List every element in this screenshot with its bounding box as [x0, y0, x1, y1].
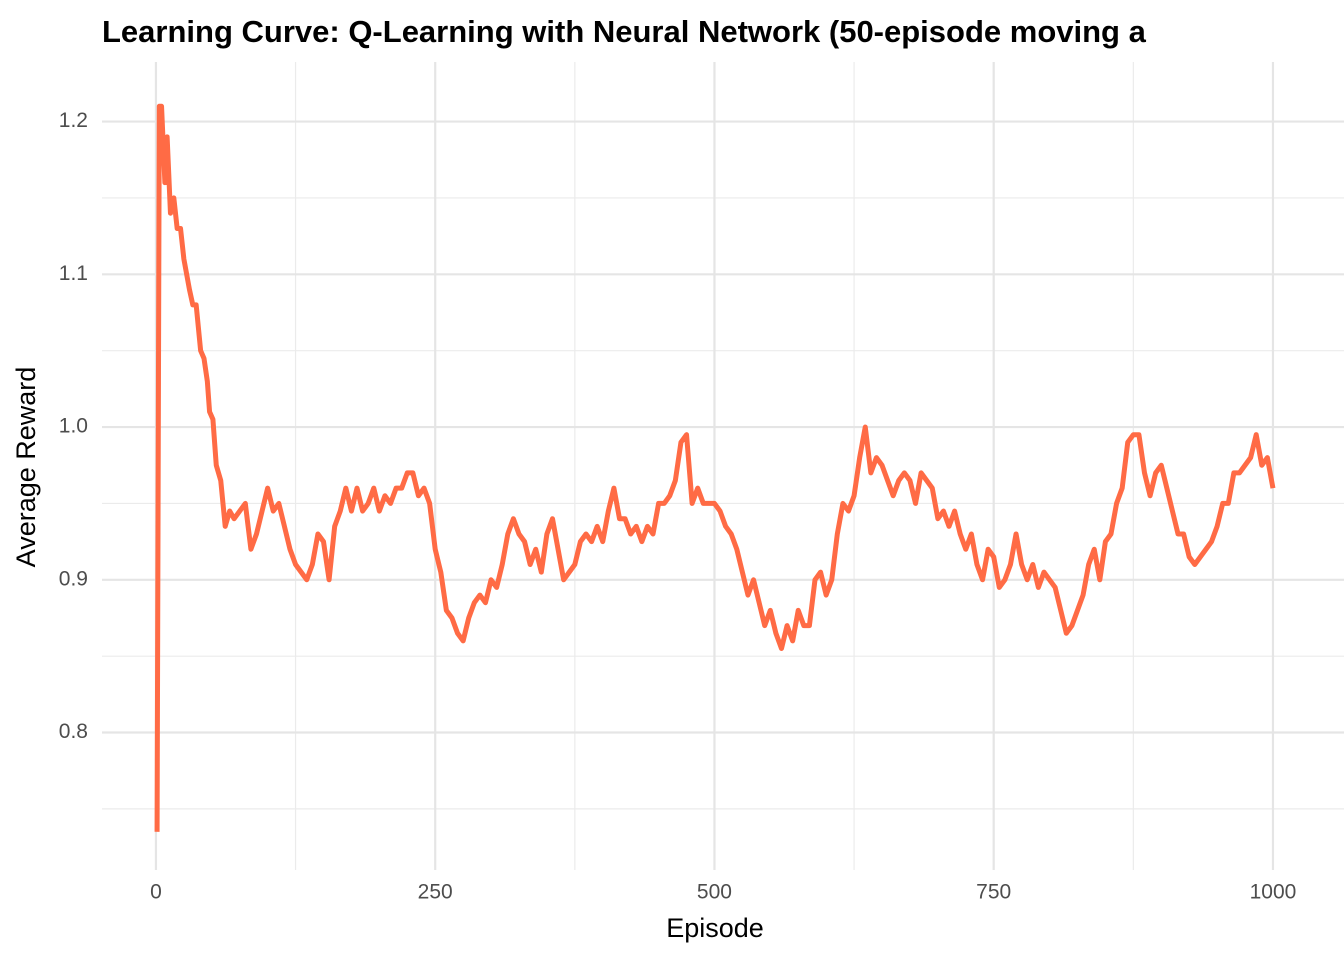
- y-axis-title: Average Reward: [11, 367, 41, 568]
- x-tick-label: 250: [418, 881, 453, 904]
- y-tick-label: 1.0: [59, 415, 88, 438]
- y-tick-label: 0.9: [59, 567, 88, 590]
- x-tick-label: 0: [150, 881, 162, 904]
- y-tick-label: 0.8: [59, 720, 88, 743]
- x-tick-label: 500: [697, 881, 732, 904]
- x-tick-label: 1000: [1250, 881, 1297, 904]
- data-line: [154, 103, 1276, 832]
- grid: [102, 62, 1344, 870]
- marks: [154, 103, 1276, 832]
- chart-title: Learning Curve: Q-Learning with Neural N…: [102, 14, 1147, 49]
- x-tick-label: 750: [976, 881, 1011, 904]
- y-tick-label: 1.1: [59, 262, 88, 285]
- x-axis-title: Episode: [666, 913, 764, 943]
- y-tick-label: 1.2: [59, 109, 88, 132]
